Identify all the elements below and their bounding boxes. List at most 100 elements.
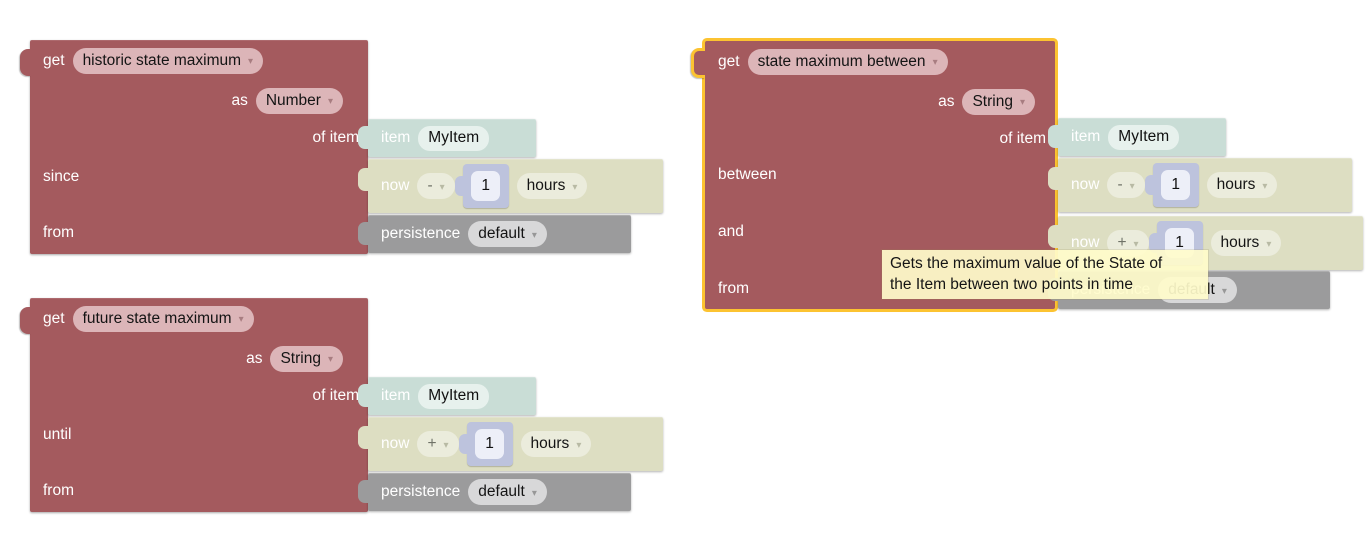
block-tooltip: Gets the maximum value of the State of t… [882, 250, 1208, 299]
since-label: since [43, 168, 80, 185]
dropdown-arrow-icon: ▾ [572, 181, 578, 193]
unit-dropdown[interactable]: hours ▾ [516, 173, 588, 199]
dropdown-arrow-icon: ▾ [248, 56, 254, 67]
method-dropdown[interactable]: historic state maximum ▾ [72, 48, 264, 74]
unit-value: hours [1220, 234, 1260, 251]
operator-dropdown[interactable]: + ▾ [417, 431, 459, 457]
block-state-maximum-between[interactable]: get state maximum between ▾ as String ▾ … [691, 41, 1055, 309]
now-label: now [1071, 176, 1100, 193]
dropdown-arrow-icon: ▾ [531, 487, 537, 499]
method-dropdown-value: historic state maximum [82, 52, 242, 69]
method-dropdown-value: state maximum between [757, 53, 926, 70]
unit-value: hours [530, 435, 570, 452]
now-offset-block[interactable]: now + ▾ 1 hours ▾ [358, 417, 663, 471]
dropdown-arrow-icon: ▾ [439, 181, 445, 193]
persistence-service-value: default [478, 483, 525, 500]
persistence-block[interactable]: persistence default ▾ [358, 215, 631, 253]
row-as: as Number ▾ [231, 88, 343, 114]
as-type-dropdown[interactable]: String ▾ [270, 346, 343, 372]
item-name-field[interactable]: MyItem [418, 383, 490, 409]
as-label: as [938, 93, 955, 110]
dropdown-arrow-icon: ▾ [1019, 97, 1025, 108]
row-from: from [718, 276, 749, 302]
of-item-label: of item [999, 130, 1046, 147]
from-label: from [718, 280, 749, 297]
number-value-field[interactable]: 1 [475, 429, 505, 459]
dropdown-arrow-icon: ▾ [443, 439, 449, 451]
until-label: until [43, 426, 72, 443]
of-item-label: of item [312, 129, 359, 146]
dropdown-arrow-icon: ▾ [1262, 180, 1268, 192]
row-of-item: of item [312, 383, 359, 409]
dropdown-arrow-icon: ▾ [327, 354, 333, 365]
get-label: get [718, 53, 740, 70]
now-label: now [381, 435, 410, 452]
method-dropdown[interactable]: state maximum between ▾ [747, 49, 948, 75]
now-offset-block[interactable]: now - ▾ 1 hours ▾ [1048, 158, 1352, 212]
as-type-dropdown[interactable]: Number ▾ [255, 88, 343, 114]
operator-dropdown[interactable]: - ▾ [417, 173, 455, 199]
persistence-block[interactable]: persistence default ▾ [358, 473, 631, 511]
unit-value: hours [526, 177, 566, 194]
operator-dropdown[interactable]: - ▾ [1107, 172, 1145, 198]
now-label: now [1071, 234, 1100, 251]
block-historic-state-maximum[interactable]: get historic state maximum ▾ as Number ▾… [20, 40, 368, 254]
persistence-label: persistence [381, 483, 461, 500]
item-label: item [381, 129, 411, 146]
dropdown-arrow-icon: ▾ [1133, 238, 1139, 250]
number-block[interactable]: 1 [454, 164, 509, 208]
as-type-value: String [972, 93, 1013, 110]
unit-dropdown[interactable]: hours ▾ [1206, 172, 1278, 198]
row-until: until [43, 422, 71, 448]
tooltip-line: the Item between two points in time [890, 276, 1133, 293]
item-block[interactable]: item MyItem [358, 119, 536, 157]
as-type-value: String [280, 350, 321, 367]
from-label: from [43, 224, 74, 241]
row-from: from [43, 478, 74, 504]
row-get: get state maximum between ▾ [718, 49, 948, 75]
row-between: between [718, 162, 777, 188]
persistence-label: persistence [381, 225, 461, 242]
row-of-item: of item [999, 126, 1046, 152]
item-name-field[interactable]: MyItem [418, 125, 490, 151]
dropdown-arrow-icon: ▾ [1129, 180, 1135, 192]
number-block[interactable]: 1 [1144, 163, 1199, 207]
operator-value: + [1117, 234, 1127, 251]
row-from: from [43, 220, 74, 246]
method-dropdown-value: future state maximum [82, 310, 232, 327]
persistence-service-dropdown[interactable]: default ▾ [468, 221, 547, 247]
unit-dropdown[interactable]: hours ▾ [1210, 230, 1282, 256]
unit-value: hours [1216, 176, 1256, 193]
item-name-field[interactable]: MyItem [1108, 124, 1180, 150]
dropdown-arrow-icon: ▾ [932, 57, 938, 68]
persistence-service-dropdown[interactable]: default ▾ [468, 479, 547, 505]
operator-value: - [1117, 176, 1123, 193]
as-type-value: Number [265, 92, 321, 109]
number-value-field[interactable]: 1 [1161, 170, 1191, 200]
now-offset-block[interactable]: now - ▾ 1 hours ▾ [358, 159, 663, 213]
number-block[interactable]: 1 [458, 422, 513, 466]
row-of-item: of item [312, 125, 359, 151]
number-value-field[interactable]: 1 [471, 171, 501, 201]
item-block[interactable]: item MyItem [1048, 118, 1226, 156]
from-label: from [43, 482, 74, 499]
unit-dropdown[interactable]: hours ▾ [520, 431, 592, 457]
dropdown-arrow-icon: ▾ [531, 229, 537, 241]
row-get: get historic state maximum ▾ [43, 48, 264, 74]
get-label: get [43, 310, 65, 327]
method-dropdown[interactable]: future state maximum ▾ [72, 306, 254, 332]
dropdown-arrow-icon: ▾ [238, 314, 244, 325]
persistence-service-value: default [478, 225, 525, 242]
block-future-state-maximum[interactable]: get future state maximum ▾ as String ▾ o… [20, 298, 368, 512]
row-and: and [718, 219, 744, 245]
operator-value: - [427, 177, 433, 194]
dropdown-arrow-icon: ▾ [327, 96, 333, 107]
row-as: as String ▾ [246, 346, 343, 372]
between-label: between [718, 166, 777, 183]
as-type-dropdown[interactable]: String ▾ [962, 89, 1035, 115]
row-as: as String ▾ [938, 89, 1035, 115]
row-since: since [43, 164, 79, 190]
item-label: item [381, 387, 411, 404]
item-block[interactable]: item MyItem [358, 377, 536, 415]
